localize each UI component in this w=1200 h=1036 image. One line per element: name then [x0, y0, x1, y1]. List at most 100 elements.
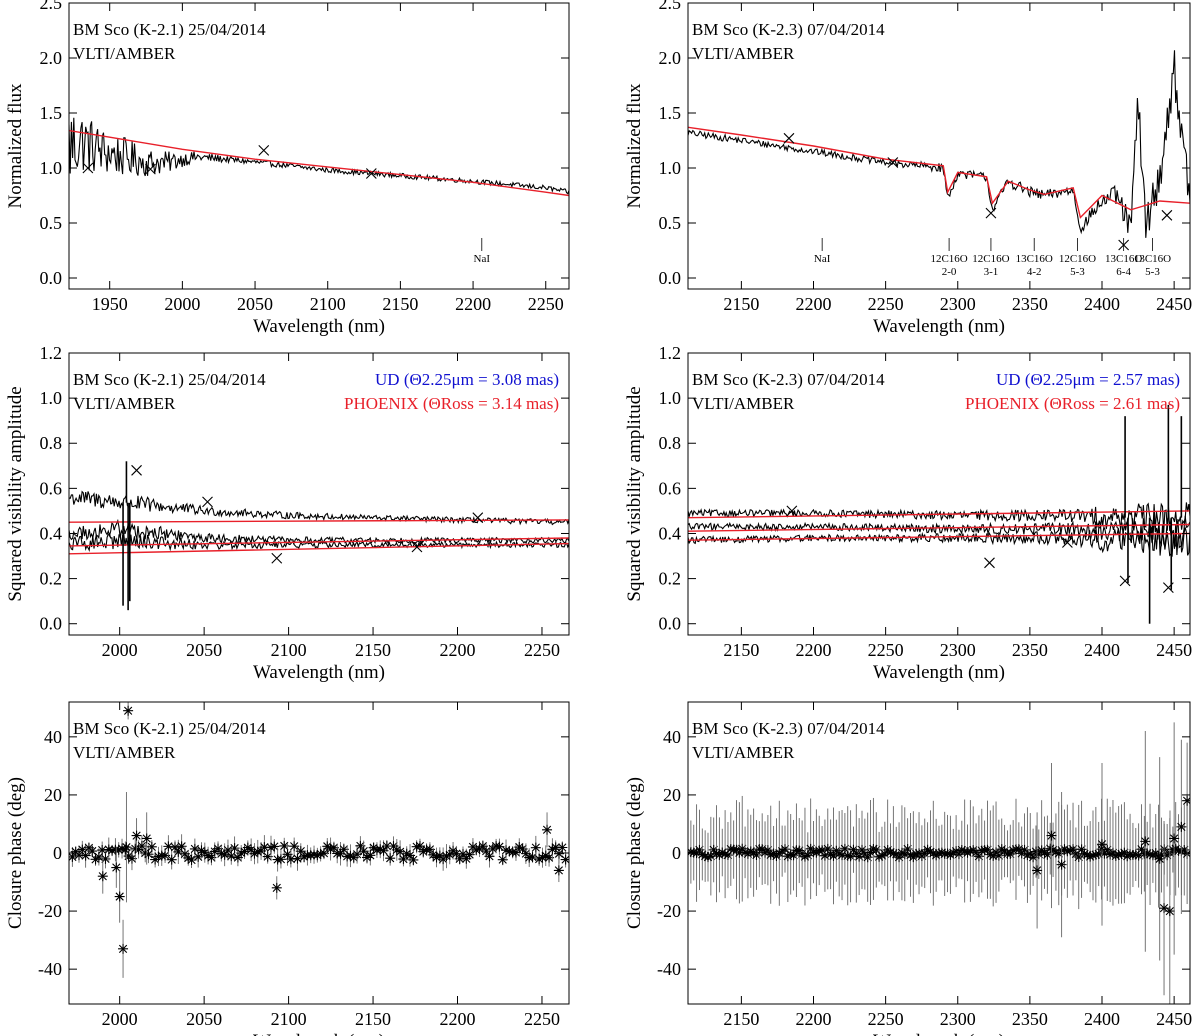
data-point	[295, 846, 306, 857]
data-point	[193, 851, 204, 862]
annotation-label: 13C16O	[1134, 253, 1171, 265]
data-point	[1079, 848, 1090, 859]
y-tick-label: 0.5	[40, 213, 63, 233]
data-point	[1076, 844, 1087, 855]
data-point	[1167, 844, 1178, 855]
data-point	[103, 844, 114, 855]
data-point	[777, 846, 788, 857]
data-point	[166, 854, 177, 865]
y-tick-label: 1.5	[659, 103, 682, 123]
data-point	[73, 850, 84, 861]
data-point	[305, 850, 316, 861]
annotation-label: 12C16O	[972, 253, 1009, 265]
data-point	[948, 847, 959, 858]
series-line	[688, 510, 1190, 519]
data-point	[700, 851, 711, 862]
data-point	[464, 849, 475, 860]
x-tick-label: 2000	[102, 1009, 138, 1029]
marker	[984, 557, 995, 569]
data-point	[702, 852, 713, 863]
data-point	[123, 705, 134, 716]
data-point	[259, 842, 270, 853]
annotation-sublabel: 6-4	[1116, 266, 1131, 278]
panel-title: BM Sco (K-2.3) 07/04/2014	[692, 370, 885, 389]
series-line	[69, 518, 569, 545]
series-line	[688, 126, 1190, 219]
data-point	[1019, 844, 1030, 855]
data-point	[318, 848, 329, 859]
annotation-sublabel: 4-2	[1027, 266, 1042, 278]
data-point	[1068, 844, 1079, 855]
legend-entry: UD (Θ2.25μm = 2.57 mas)	[996, 370, 1180, 389]
data-point	[856, 844, 867, 855]
data-point	[299, 851, 310, 862]
x-tick-label: 2450	[1156, 294, 1192, 314]
data-point	[130, 843, 141, 854]
data-point	[107, 845, 118, 856]
x-tick-label: 2200	[796, 1009, 832, 1029]
annotation-label: 12C16O	[1059, 253, 1096, 265]
y-tick-label: -20	[657, 901, 681, 921]
data-point	[848, 844, 859, 855]
data-point	[911, 848, 922, 859]
x-tick-label: 2200	[440, 1009, 476, 1029]
data-point	[717, 847, 728, 858]
data-point	[817, 845, 828, 856]
y-tick-label: 1.0	[659, 388, 682, 408]
data-point	[899, 849, 910, 860]
y-tick-label: 1.2	[40, 343, 63, 363]
data-point	[282, 849, 293, 860]
data-point	[113, 844, 124, 855]
data-point	[315, 848, 326, 859]
data-point	[953, 849, 964, 860]
data-point	[819, 850, 830, 861]
x-tick-label: 2150	[355, 1009, 391, 1029]
x-tick-label: 2200	[440, 640, 476, 660]
data-point	[799, 851, 810, 862]
data-point	[118, 943, 129, 954]
data-point	[962, 847, 973, 858]
data-point	[837, 850, 848, 861]
data-point	[1062, 846, 1073, 857]
plot-area	[69, 117, 569, 197]
data-point	[1090, 849, 1101, 860]
data-point	[229, 843, 240, 854]
data-point	[117, 843, 128, 854]
panel-vis_k23: 2150 2200 2250 2300 2350 2400 2450 0.0 0.2 0.4 0.6…	[624, 343, 1192, 683]
data-point	[1153, 851, 1164, 862]
y-tick-label: -20	[38, 901, 62, 921]
x-tick-label: 2150	[723, 640, 759, 660]
x-axis-label: Wavelength (nm)	[873, 662, 1005, 683]
series-line	[688, 523, 1190, 532]
data-point	[537, 852, 548, 863]
x-tick-label: 2050	[186, 640, 222, 660]
panel-title: BM Sco (K-2.1) 25/04/2014	[73, 370, 266, 389]
data-point	[368, 842, 379, 853]
data-point	[219, 849, 230, 860]
data-point	[120, 844, 131, 855]
annotation-label: NaI	[814, 253, 831, 265]
data-point	[517, 843, 528, 854]
y-tick-label: 0.8	[659, 433, 682, 453]
data-point	[534, 854, 545, 865]
annotation-label: NaI	[474, 253, 491, 265]
y-tick-label: 0	[53, 843, 62, 863]
data-point	[894, 852, 905, 863]
data-point	[779, 844, 790, 855]
y-tick-label: -40	[38, 959, 62, 979]
data-point	[451, 848, 462, 859]
plot-area	[688, 404, 1190, 624]
data-point	[97, 871, 108, 882]
data-point	[77, 844, 88, 855]
marker	[1062, 537, 1073, 548]
y-tick-label: 2.0	[40, 48, 63, 68]
data-point	[100, 853, 111, 864]
x-tick-label: 2450	[1156, 640, 1192, 660]
y-tick-label: 2.5	[40, 0, 63, 13]
data-point	[391, 844, 402, 855]
series-line	[69, 542, 569, 555]
data-point	[530, 842, 541, 853]
data-point	[405, 850, 416, 861]
data-point	[1008, 845, 1019, 856]
data-point	[1113, 849, 1124, 860]
